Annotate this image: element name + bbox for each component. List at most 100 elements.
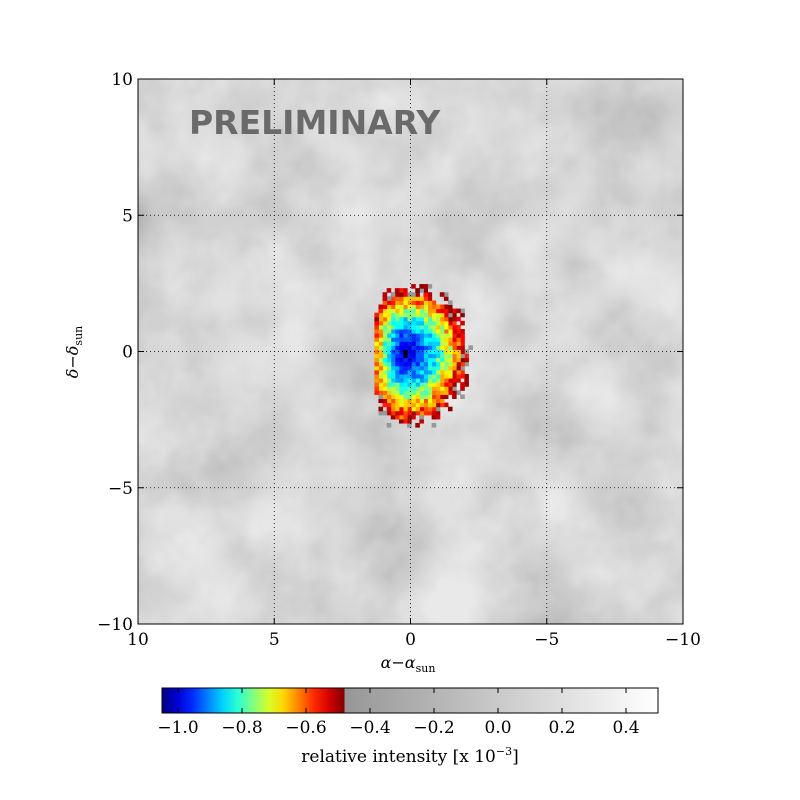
heatmap-cell <box>443 378 449 383</box>
heatmap-cell <box>419 337 424 342</box>
heatmap-cell <box>386 373 392 379</box>
heatmap-cell <box>423 316 429 322</box>
svg-text:α−αsun: α−αsun <box>381 653 436 675</box>
heatmap-cell <box>403 378 408 383</box>
heatmap-cell <box>398 365 404 371</box>
heatmap-cell <box>407 390 412 395</box>
heatmap-cell <box>398 324 404 330</box>
heatmap-cell <box>403 390 408 395</box>
heatmap-cell <box>382 341 388 346</box>
heatmap-cell <box>435 365 441 371</box>
heatmap-cell <box>452 308 457 314</box>
heatmap-cell <box>415 353 420 359</box>
heatmap-cell <box>415 410 420 416</box>
heatmap-cell <box>382 369 388 375</box>
heatmap-cell <box>415 333 420 338</box>
heatmap-cell <box>427 329 433 334</box>
heatmap-cell <box>407 341 412 346</box>
heatmap-cell <box>378 357 384 363</box>
heatmap-cell <box>374 369 379 375</box>
heatmap-cell <box>394 378 400 383</box>
heatmap-cell <box>382 304 388 310</box>
heatmap-cell <box>419 320 424 326</box>
heatmap-cell <box>386 386 392 391</box>
heatmap-cell <box>447 312 453 318</box>
heatmap-cell <box>427 349 433 355</box>
heatmap-cell <box>403 304 408 310</box>
heatmap-cell <box>407 349 412 355</box>
heatmap-cell <box>398 345 404 350</box>
heatmap-cell <box>411 398 416 404</box>
heatmap-cell <box>386 312 392 318</box>
heatmap-cell <box>427 316 433 322</box>
heatmap-cell <box>398 337 404 342</box>
heatmap-cell <box>423 406 429 412</box>
heatmap-cell <box>464 353 469 359</box>
heatmap-cell <box>443 402 449 408</box>
heatmap-cell <box>419 369 424 375</box>
heatmap-cell <box>427 345 433 350</box>
heatmap-cell <box>394 386 400 391</box>
heatmap-cell <box>435 369 441 375</box>
heatmap-cell <box>411 337 416 342</box>
heatmap-cell <box>439 345 445 350</box>
heatmap-cell <box>390 316 396 322</box>
heatmap-cell <box>394 365 400 371</box>
heatmap-cell <box>431 378 437 383</box>
heatmap-cell <box>427 382 433 387</box>
heatmap-cell <box>407 312 412 318</box>
heatmap-cell <box>427 406 433 412</box>
heatmap-cell <box>431 304 437 310</box>
heatmap-cell <box>443 324 449 330</box>
heatmap-cell <box>443 361 449 367</box>
heatmap-cell <box>403 406 408 412</box>
heatmap-cell <box>419 284 424 289</box>
heatmap-cell <box>443 329 449 334</box>
heatmap-cell <box>415 398 420 404</box>
heatmap-cell <box>403 292 408 297</box>
heatmap-cell <box>378 394 384 400</box>
heatmap-cell <box>378 369 384 375</box>
heatmap-cell <box>456 369 461 375</box>
heatmap-cell <box>374 357 379 363</box>
heatmap-cell <box>427 333 433 338</box>
heatmap-cell <box>398 402 404 408</box>
heatmap-cell <box>386 337 392 342</box>
heatmap-cell <box>427 361 433 367</box>
heatmap-cell <box>374 373 379 379</box>
heatmap-cell <box>439 357 445 363</box>
heatmap-cell <box>460 361 465 367</box>
heatmap-cell <box>390 361 396 367</box>
heatmap-cell <box>439 304 445 310</box>
heatmap-cell <box>378 386 384 391</box>
heatmap-cell <box>378 316 384 322</box>
heatmap-cell <box>419 373 424 379</box>
heatmap-cell <box>382 345 388 350</box>
heatmap-cell <box>443 357 449 363</box>
heatmap-cell <box>452 369 457 375</box>
heatmap-cell <box>378 324 384 330</box>
heatmap-cell <box>382 402 388 408</box>
heatmap-cell <box>452 345 457 350</box>
heatmap-cell <box>407 378 412 383</box>
heatmap-cell <box>394 353 400 359</box>
heatmap-cell <box>431 316 437 322</box>
heatmap-cell <box>411 284 416 289</box>
heatmap-cell <box>443 390 449 395</box>
heatmap-cell <box>435 324 441 330</box>
heatmap-cell <box>452 324 457 330</box>
heatmap-cell <box>411 390 416 395</box>
heatmap-cell <box>374 329 379 334</box>
heatmap-cell <box>431 329 437 334</box>
heatmap-cell <box>439 329 445 334</box>
heatmap-cell <box>423 296 429 301</box>
heatmap-cell <box>460 312 465 318</box>
heatmap-cell <box>411 312 416 318</box>
heatmap-cell <box>407 373 412 379</box>
heatmap-cell <box>407 423 412 428</box>
heatmap-cell <box>386 357 392 363</box>
heatmap-cell <box>443 292 449 297</box>
heatmap-cell <box>435 329 441 334</box>
